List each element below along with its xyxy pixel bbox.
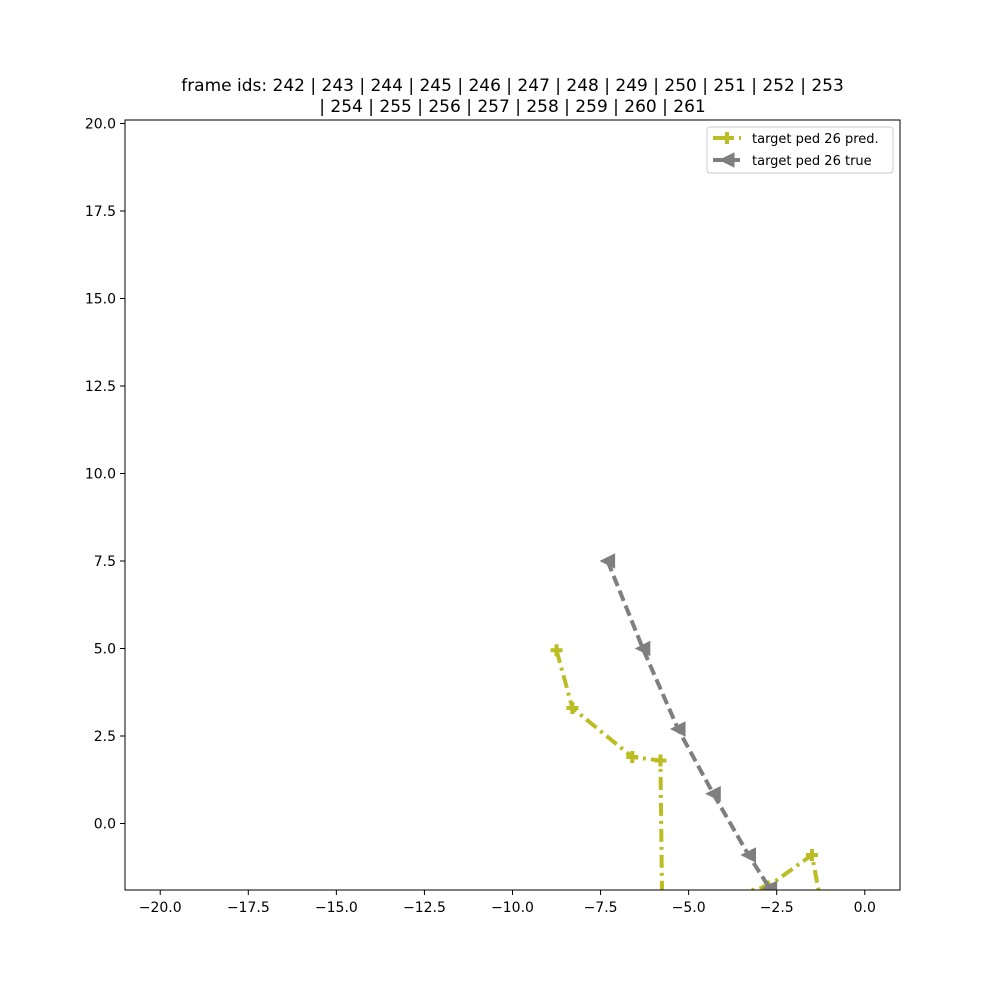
legend-label: target ped 26 pred.: [752, 132, 879, 147]
chart-title-line-1: frame ids: 242 | 243 | 244 | 245 | 246 |…: [181, 76, 844, 96]
y-tick-label: 15.0: [85, 292, 116, 308]
y-tick-label: 20.0: [85, 117, 116, 133]
y-tick-label: 7.5: [94, 554, 116, 570]
pred-trajectory-line: [554, 649, 821, 890]
y-tick-label: 5.0: [94, 642, 116, 658]
chart-title-line-2: | 254 | 255 | 256 | 257 | 258 | 259 | 26…: [319, 97, 705, 117]
pred-point-marker: [550, 644, 563, 657]
true-point-marker-legend: [718, 152, 735, 168]
x-tick-label: −20.0: [139, 900, 182, 916]
series-true: [599, 553, 778, 890]
pred-point-marker: [566, 702, 579, 714]
y-tick-label: 17.5: [85, 204, 116, 220]
pred-point-marker-legend: [721, 132, 733, 144]
x-tick-label: −17.5: [227, 900, 270, 916]
x-tick-label: −2.5: [760, 900, 794, 916]
x-tick-label: −7.5: [584, 900, 618, 916]
true-point-marker: [761, 880, 778, 890]
y-tick-label: 2.5: [94, 729, 116, 745]
x-tick-label: −15.0: [315, 900, 358, 916]
series-layer: [550, 553, 821, 890]
x-tick-label: −12.5: [403, 900, 446, 916]
pred-point-marker: [654, 754, 667, 767]
x-tick-label: −10.0: [491, 900, 534, 916]
true-point-marker: [669, 721, 686, 737]
y-tick-label: 0.0: [94, 817, 116, 833]
true-point-marker: [634, 640, 651, 657]
pred-point-marker: [805, 849, 818, 861]
plot-area-frame: [124, 119, 901, 891]
x-axis-ticks: −20.0 −17.5 −15.0 −12.5 −10.0 −7.5 −5.0 −2.5 0.0: [139, 890, 876, 916]
legend: target ped 26 pred. target ped 26 true: [706, 126, 894, 174]
legend-box: [706, 126, 894, 174]
x-tick-label: −5.0: [672, 900, 706, 916]
y-tick-label: 12.5: [85, 379, 116, 395]
true-point-marker: [740, 847, 757, 863]
legend-label: target ped 26 true: [752, 154, 872, 169]
true-point-marker: [705, 785, 721, 802]
y-tick-label: 10.0: [85, 467, 116, 483]
pred-point-marker: [626, 751, 639, 763]
true-point-marker: [599, 553, 616, 569]
y-axis-ticks: 0.0 2.5 5.0 7.5 10.0 12.5 15.0 17.5 20.0: [85, 117, 125, 833]
x-tick-label: 0.0: [854, 900, 876, 916]
